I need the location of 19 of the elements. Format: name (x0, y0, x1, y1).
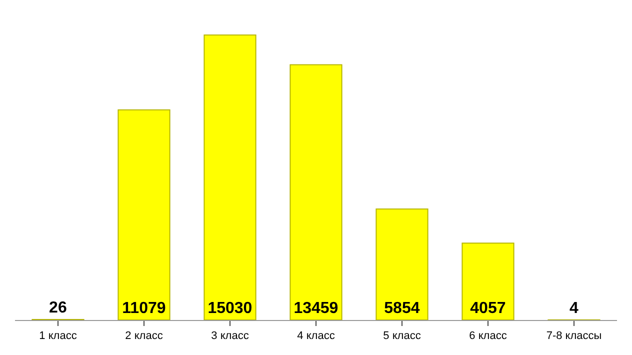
data-label: 11079 (122, 300, 166, 317)
x-tick-label: 6 класс (469, 330, 508, 342)
x-tick-label: 7-8 классы (546, 330, 602, 342)
bar (118, 109, 170, 320)
x-tick-label: 4 класс (297, 330, 336, 342)
data-label: 5854 (384, 300, 420, 317)
data-label: 4057 (470, 300, 506, 317)
x-tick-label: 3 класс (211, 330, 250, 342)
x-tick-label: 2 класс (125, 330, 164, 342)
x-tick-label: 1 класс (39, 330, 78, 342)
data-label: 4 (570, 300, 578, 317)
bar (376, 208, 428, 320)
data-label: 26 (49, 300, 67, 317)
data-label: 15030 (208, 300, 252, 317)
bar (290, 64, 342, 320)
data-label: 13459 (294, 300, 338, 317)
bar (204, 34, 256, 320)
bar (462, 242, 514, 320)
x-tick-label: 5 класс (383, 330, 422, 342)
